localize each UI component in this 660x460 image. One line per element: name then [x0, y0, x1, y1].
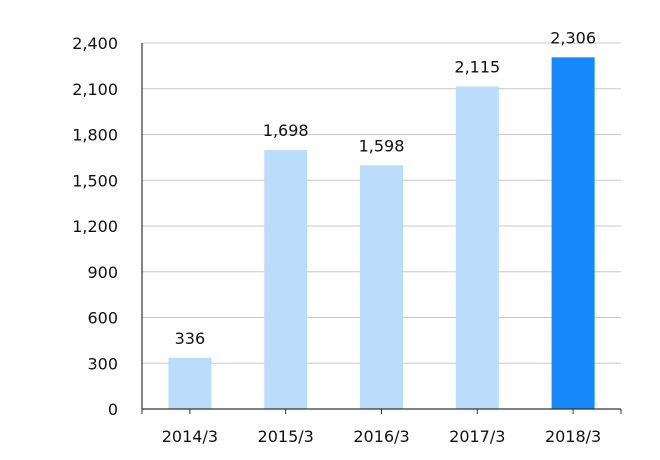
y-tick-label: 1,500: [72, 171, 118, 190]
data-label: 1,698: [263, 121, 309, 140]
x-tick-label: 2014/3: [162, 427, 218, 446]
data-labels: 336 1,698 1,598 2,115 2,306: [175, 28, 596, 347]
y-tick-label: 2,400: [72, 34, 118, 53]
x-tick-labels: 2014/3 2015/3 2016/3 2017/3 2018/3: [162, 427, 601, 446]
y-tick-label: 1,800: [72, 126, 118, 145]
y-tick-labels: 0 300 600 900 1,200 1,500 1,800 2,100 2,400: [72, 34, 118, 419]
y-tick-label: 600: [87, 309, 118, 328]
axes: [141, 43, 622, 414]
y-tick-label: 0: [108, 400, 118, 419]
bar-2014-3: [168, 357, 212, 409]
bar-2018-3: [551, 57, 595, 410]
data-label: 336: [175, 329, 206, 348]
y-tick-label: 1,200: [72, 217, 118, 236]
bar-2016-3: [360, 165, 403, 409]
data-label: 2,306: [550, 28, 596, 47]
y-tick-label: 2,100: [72, 80, 118, 99]
x-tick-label: 2015/3: [258, 427, 314, 446]
x-tick-label: 2018/3: [545, 427, 601, 446]
x-tick-label: 2016/3: [353, 427, 409, 446]
data-label: 2,115: [454, 57, 500, 76]
bar-2015-3: [264, 150, 308, 409]
y-tick-label: 300: [87, 354, 118, 373]
data-label: 1,598: [359, 136, 405, 155]
bar-2017-3: [455, 86, 499, 410]
bars: [168, 57, 595, 410]
y-tick-label: 900: [87, 263, 118, 282]
x-tick-label: 2017/3: [449, 427, 505, 446]
